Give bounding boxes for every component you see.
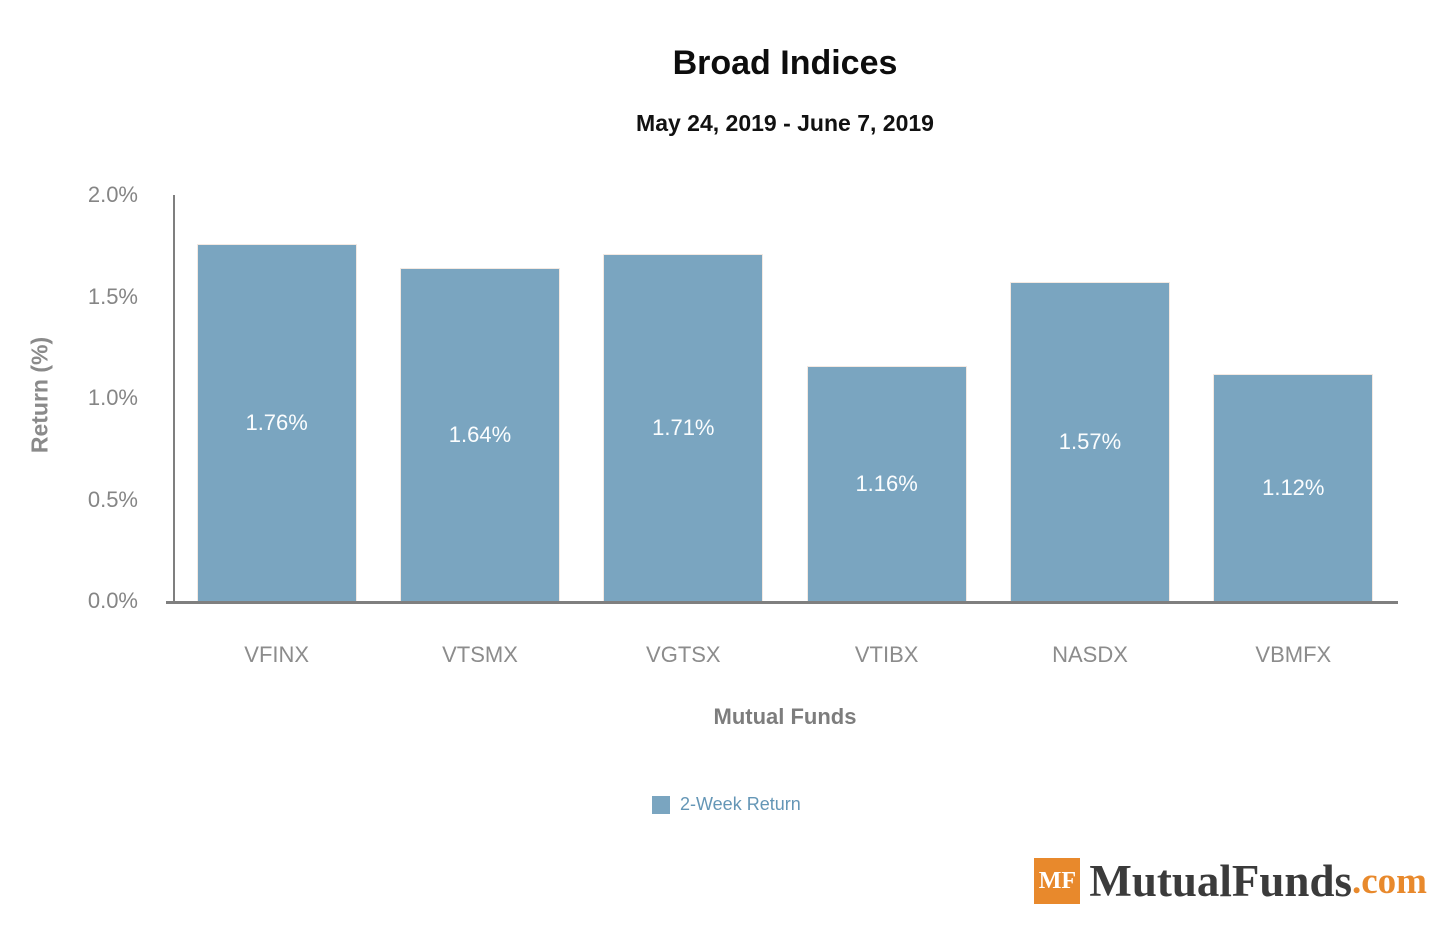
bar-vtsmx[interactable]: 1.64% bbox=[399, 268, 560, 601]
x-axis-line bbox=[166, 601, 1398, 604]
y-axis-ticks: 0.0% 0.5% 1.0% 1.5% 2.0% bbox=[0, 182, 138, 613]
x-tick-nasdx: NASDX bbox=[1052, 642, 1128, 667]
legend-label: 2-Week Return bbox=[680, 794, 801, 814]
bar-band: 1.57% bbox=[988, 195, 1191, 601]
bar-value-label: 1.71% bbox=[652, 414, 715, 440]
bar-band: 1.76% bbox=[175, 195, 378, 601]
chart-title: Broad Indices bbox=[672, 44, 898, 82]
y-tick-label: 1.5% bbox=[87, 283, 138, 309]
x-axis-title: Mutual Funds bbox=[713, 704, 857, 729]
y-axis-line bbox=[173, 195, 175, 603]
bar-vtibx[interactable]: 1.16% bbox=[806, 365, 967, 601]
x-tick-vgtsx: VGTSX bbox=[646, 642, 721, 667]
x-axis-labels: VFINX VTSMX VGTSX VTIBX NASDX VBMFX bbox=[175, 642, 1395, 668]
bar-value-label: 1.76% bbox=[245, 409, 308, 435]
bar-value-label: 1.12% bbox=[1262, 474, 1325, 500]
bar-value-label: 1.57% bbox=[1058, 429, 1122, 455]
chart-subtitle: May 24, 2019 - June 7, 2019 bbox=[636, 110, 934, 136]
bar-vbmfx[interactable]: 1.12% bbox=[1213, 373, 1374, 601]
bar-value-label: 1.64% bbox=[448, 422, 512, 448]
x-tick-vtibx: VTIBX bbox=[854, 642, 919, 667]
legend-item[interactable]: 2-Week Return bbox=[652, 794, 801, 815]
bar-band: 1.71% bbox=[582, 195, 785, 601]
x-tick-vbmfx: VBMFX bbox=[1255, 642, 1332, 667]
bar-group: 1.76% 1.64% 1.71% 1.16% 1.57% 1.12% bbox=[175, 195, 1395, 601]
bar-value-label: 1.16% bbox=[855, 470, 918, 496]
bar-vfinx[interactable]: 1.76% bbox=[196, 243, 357, 601]
x-tick-vtsmx: VTSMX bbox=[442, 642, 518, 667]
bar-vgtsx[interactable]: 1.71% bbox=[603, 253, 764, 601]
y-tick-label: 1.0% bbox=[87, 385, 138, 410]
logo-text: MutualFunds bbox=[1089, 855, 1352, 906]
bar-band: 1.64% bbox=[378, 195, 581, 601]
y-tick-label: 0.5% bbox=[87, 486, 138, 512]
bar-band: 1.16% bbox=[785, 195, 988, 601]
mf-badge-icon: MF bbox=[1034, 858, 1081, 904]
legend-swatch-icon bbox=[652, 795, 670, 814]
logo-suffix: .com bbox=[1352, 860, 1427, 902]
mutualfunds-logo[interactable]: MF MutualFunds .com bbox=[1034, 858, 1427, 904]
bar-nasdx[interactable]: 1.57% bbox=[1009, 282, 1170, 601]
x-tick-vfinx: VFINX bbox=[244, 642, 310, 667]
bar-band: 1.12% bbox=[1192, 195, 1395, 601]
y-tick-label: 2.0% bbox=[87, 182, 138, 207]
y-tick-label: 0.0% bbox=[87, 588, 138, 613]
